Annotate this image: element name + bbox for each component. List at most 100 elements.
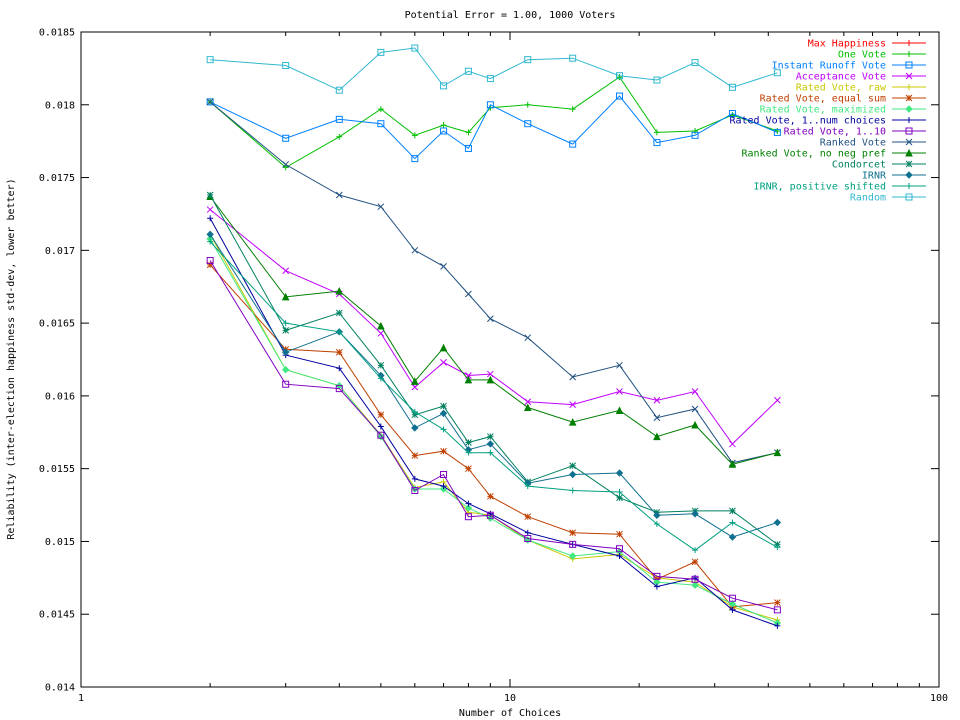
data-point [774,544,781,551]
x-tick-label: 1 [78,693,84,704]
axis-ticks: 0.014 0.0145 0.015 0.0155 0.016 0.0165 0.017 0.… [39,28,948,705]
data-point [774,622,781,629]
data-point [487,315,494,323]
data-point [729,519,736,526]
data-point [486,101,494,109]
legend-marker [905,160,913,168]
series-14 [206,44,781,94]
x-axis-label: Number of Choices [459,708,561,719]
data-point [487,449,494,456]
data-point [524,101,531,108]
data-point [728,594,736,602]
series-line [209,234,778,538]
data-point [377,106,384,113]
y-axis-label: Reliability (inter-election happiness st… [6,178,17,539]
data-point [569,54,577,62]
y-tick-label: 0.018 [45,100,75,111]
data-point [465,129,472,136]
legend-label: Acceptance Vote [796,72,886,83]
data-point [569,529,577,537]
data-point [653,572,661,580]
data-point [729,440,736,448]
data-point [773,518,782,527]
legend-marker [906,84,912,90]
data-point [487,370,494,378]
data-point [411,155,419,163]
data-point [616,553,623,559]
legend-label: Random [850,193,886,204]
data-point [616,361,623,369]
data-point [616,92,624,100]
data-point [653,414,661,422]
legend-label: IRNR, positive shifted [754,182,886,193]
data-point [692,547,699,554]
series-line [210,47,778,91]
data-point [653,139,661,147]
data-point [282,161,290,168]
data-point [653,583,660,590]
data-point [206,206,214,213]
data-point [728,83,736,91]
data-point [653,520,660,527]
data-point [524,56,532,64]
x-tick-label: 100 [930,693,948,704]
data-point [377,203,385,211]
legend-marker [905,127,913,135]
data-point [569,401,577,408]
data-point [411,487,419,494]
series-12 [206,230,782,541]
legend-marker [905,105,913,113]
legend-label: IRNR [862,171,887,182]
series-line [209,196,778,465]
data-point [653,396,661,404]
data-point [206,56,214,64]
y-tick-label: 0.0145 [39,610,75,621]
data-point [440,483,447,490]
data-point [377,120,385,128]
data-point [440,359,447,366]
data-point [207,215,214,222]
data-point [524,120,532,128]
data-point [206,261,214,269]
data-point [616,488,623,495]
y-tick-label: 0.015 [45,537,75,548]
data-point [440,447,447,455]
data-point [335,86,343,94]
data-point [616,388,623,395]
data-point [411,452,419,459]
legend-marker [905,94,913,102]
data-point [464,144,472,152]
data-point [377,321,385,330]
data-point [568,552,577,560]
data-point [464,504,473,512]
legend-label: Rated Vote, maximized [760,105,886,116]
series-5 [206,261,781,611]
data-point [487,492,494,500]
series-lines [206,44,782,629]
series-line [209,76,778,169]
data-point [653,432,661,441]
data-point [653,511,661,519]
data-point [524,535,532,543]
data-point [486,375,495,384]
legend-label: Ranked Vote [820,138,886,149]
series-line [209,241,778,551]
series-line [209,101,778,464]
data-point [464,375,473,384]
y-tick-label: 0.0165 [39,319,75,330]
data-point [411,424,419,432]
data-point [336,328,343,335]
data-point [335,191,343,199]
data-point [281,365,290,374]
data-point [282,320,289,327]
data-point [377,411,385,419]
data-point [411,132,418,139]
y-tick-label: 0.016 [45,391,75,402]
data-point [335,286,344,295]
series-line [209,95,778,160]
data-point [569,462,577,470]
data-point [524,483,531,490]
series-9 [206,98,781,467]
data-point [465,500,472,507]
